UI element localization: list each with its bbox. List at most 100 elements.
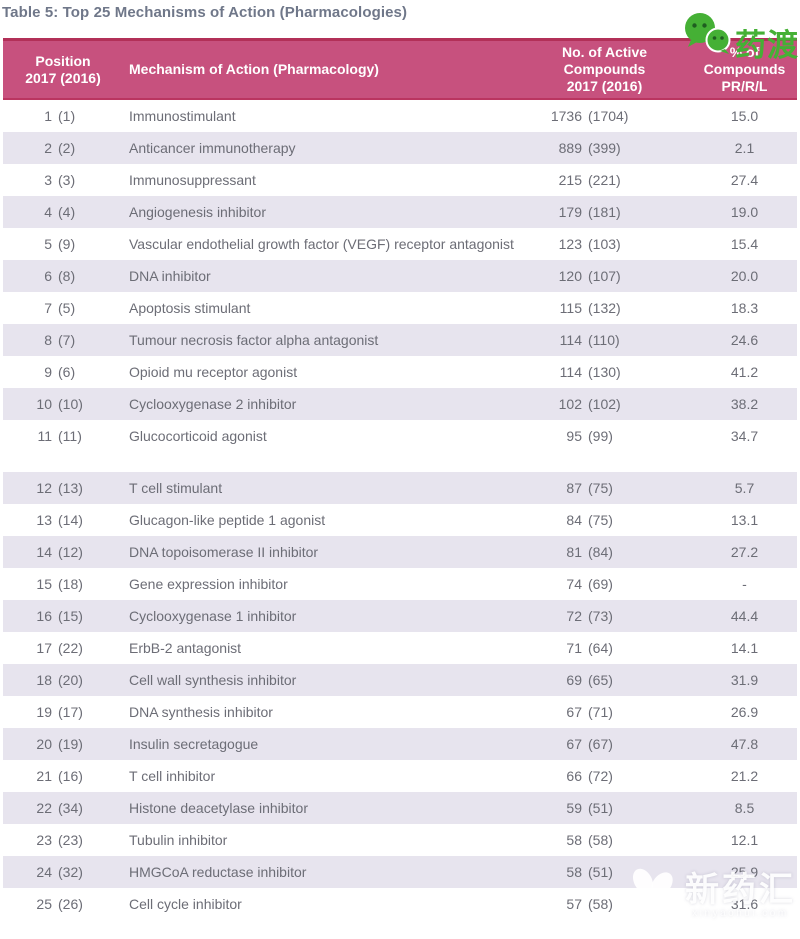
header-percent: % of Compounds PR/R/L	[703, 44, 786, 94]
mechanism-cell: Vascular endothelial growth factor (VEGF…	[129, 236, 514, 252]
percent-cell: 24.6	[730, 332, 759, 348]
compounds-cell: 1736 (1704)	[550, 108, 629, 124]
mechanisms-table: Position 2017 (2016) Mechanism of Action…	[3, 38, 797, 925]
header-mechanism: Mechanism of Action (Pharmacology)	[129, 61, 379, 77]
table-row: 14 (12) DNA topoisomerase II inhibitor 81 (8…	[3, 536, 797, 568]
position-cell: 13 (14)	[36, 512, 83, 528]
position-cell: 10 (10)	[36, 396, 83, 412]
position-cell: 15 (18)	[36, 576, 83, 592]
percent-cell: 13.1	[730, 512, 759, 528]
position-cell: 8 (7)	[44, 332, 76, 348]
percent-cell: 31.9	[730, 672, 759, 688]
wechat-bubbles-icon	[681, 11, 735, 60]
compounds-cell: 59 (51)	[566, 800, 613, 816]
compounds-cell: 123 (103)	[558, 236, 621, 252]
compounds-cell: 102 (102)	[558, 396, 621, 412]
compounds-cell: 115 (132)	[559, 300, 621, 316]
compounds-cell: 81 (84)	[566, 544, 613, 560]
percent-cell: 44.4	[730, 608, 759, 624]
compounds-cell: 889 (399)	[558, 140, 621, 156]
position-cell: 11 (11)	[37, 428, 82, 444]
mechanism-cell: T cell inhibitor	[129, 768, 216, 784]
compounds-cell: 120 (107)	[558, 268, 621, 284]
compounds-cell: 95 (99)	[566, 428, 613, 444]
mechanism-cell: Anticancer immunotherapy	[129, 140, 296, 156]
percent-cell: 38.2	[730, 396, 759, 412]
position-cell: 7 (5)	[44, 300, 76, 316]
compounds-cell: 72 (73)	[566, 608, 613, 624]
mechanism-cell: T cell stimulant	[129, 480, 223, 496]
table-row: 2 (2) Anticancer immunotherapy 889 (399) 2.1	[3, 132, 797, 164]
table-row: 17 (22) ErbB-2 antagonist 71 (64) 14.1	[3, 632, 797, 664]
table-row: 13 (14) Glucagon-like peptide 1 agonist 84(…	[3, 504, 797, 536]
table-row: 22 (34) Histone deacetylase inhibitor 59 (51…	[3, 792, 797, 824]
percent-cell: 41.2	[730, 364, 759, 380]
header-position: Position 2017 (2016)	[25, 52, 101, 86]
percent-cell: 27.4	[730, 172, 759, 188]
compounds-cell: 58 (58)	[566, 832, 613, 848]
percent-cell: 27.2	[730, 544, 759, 560]
mechanism-cell: Insulin secretagogue	[129, 736, 259, 752]
table-row: 23 (23) Tubulin inhibitor 58 (58) 12.1	[3, 824, 797, 856]
percent-cell: 19.0	[730, 204, 759, 220]
percent-cell: 25.9	[730, 864, 759, 880]
yaodu-logo-text: 药渡	[735, 27, 799, 63]
compounds-cell: 87 (75)	[566, 480, 613, 496]
yaodu-logo: 药渡	[681, 11, 799, 63]
table-row: 16 (15) Cyclooxygenase 1 inhibitor 72 (73) 44…	[3, 600, 797, 632]
mechanism-cell: Histone deacetylase inhibitor	[129, 800, 308, 816]
table-header-row: Position 2017 (2016) Mechanism of Action…	[3, 38, 797, 100]
table-row: 10 (10) Cyclooxygenase 2 inhibitor 102 (102)…	[3, 388, 797, 420]
table-row: 18 (20) Cell wall synthesis inhibitor 69 (65…	[3, 664, 797, 696]
mechanism-cell: Cell wall synthesis inhibitor	[129, 672, 297, 688]
percent-cell: 14.1	[730, 640, 759, 656]
position-cell: 20 (19)	[36, 736, 83, 752]
watermark-url: xinyaohui.com	[692, 908, 789, 920]
compounds-cell: 67 (71)	[566, 704, 613, 720]
position-cell: 22 (34)	[36, 800, 83, 816]
table-row: 5 (9) Vascular endothelial growth factor (…	[3, 228, 797, 260]
position-cell: 4 (4)	[44, 204, 76, 220]
percent-cell: 47.8	[730, 736, 759, 752]
table-row: 11 (11) Glucocorticoid agonist 95 (99) 34.7	[3, 420, 797, 452]
position-cell: 19 (17)	[36, 704, 83, 720]
table-row: 25 (26) Cell cycle inhibitor 57 (58) 31.6	[3, 888, 797, 920]
percent-cell: 12.1	[730, 832, 759, 848]
mechanism-cell: Glucagon-like peptide 1 agonist	[129, 512, 326, 528]
mechanism-cell: Apoptosis stimulant	[129, 300, 251, 316]
position-cell: 2 (2)	[44, 140, 76, 156]
percent-cell: 26.9	[730, 704, 759, 720]
position-cell: 16 (15)	[36, 608, 83, 624]
mechanism-cell: Tumour necrosis factor alpha antagonist	[129, 332, 379, 348]
position-cell: 24 (32)	[36, 864, 83, 880]
mechanism-cell: ErbB-2 antagonist	[129, 640, 242, 656]
position-cell: 25 (26)	[36, 896, 83, 912]
compounds-cell: 114 (130)	[559, 364, 621, 380]
table-row: 8 (7) Tumour necrosis factor alpha antagon…	[3, 324, 797, 356]
compounds-cell: 57 (58)	[566, 896, 613, 912]
table-row: 21 (16) T cell inhibitor 66 (72) 21.2	[3, 760, 797, 792]
compounds-cell: 84 (75)	[566, 512, 613, 528]
table-row: 1 (1) Immunostimulant 1736 (1704) 15.0	[3, 100, 797, 132]
percent-cell: 34.7	[730, 428, 759, 444]
position-cell: 9 (6)	[44, 364, 76, 380]
position-cell: 23 (23)	[36, 832, 83, 848]
mechanism-cell: Cyclooxygenase 2 inhibitor	[129, 396, 297, 412]
compounds-cell: 67 (67)	[566, 736, 613, 752]
mechanism-cell: DNA inhibitor	[129, 268, 211, 284]
mechanism-cell: DNA topoisomerase II inhibitor	[129, 544, 319, 560]
mechanism-cell: Tubulin inhibitor	[129, 832, 228, 848]
percent-cell: 5.7	[734, 480, 755, 496]
percent-cell: 20.0	[730, 268, 759, 284]
watermark-text: 新药汇	[685, 870, 796, 909]
position-cell: 12 (13)	[36, 480, 83, 496]
mechanism-cell: Cyclooxygenase 1 inhibitor	[129, 608, 297, 624]
flower-icon	[619, 860, 685, 931]
table-row: 19 (17) DNA synthesis inhibitor 67 (71) 26.9	[3, 696, 797, 728]
mechanism-cell: Cell cycle inhibitor	[129, 896, 242, 912]
table-row: 9 (6) Opioid mu receptor agonist 114 (130) 41…	[3, 356, 797, 388]
table-row: 6 (8) DNA inhibitor 120 (107) 20.0	[3, 260, 797, 292]
table-row: 12 (13) T cell stimulant 87 (75) 5.7	[3, 472, 797, 504]
position-cell: 1 (1)	[44, 108, 76, 124]
